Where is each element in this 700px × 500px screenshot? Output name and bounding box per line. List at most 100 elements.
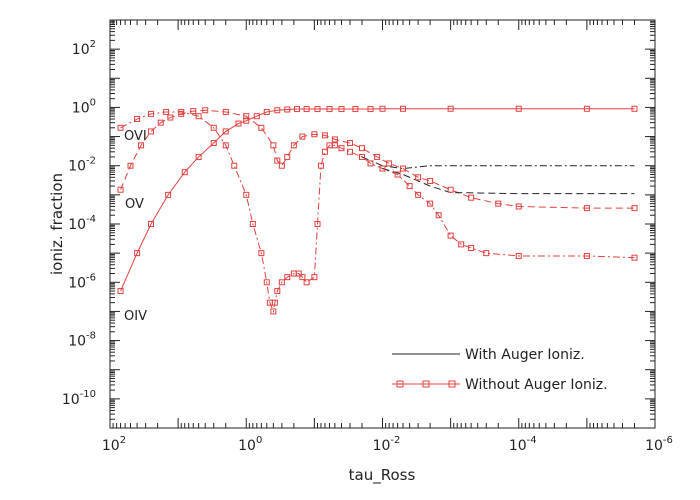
data-point-ov <box>468 194 475 201</box>
x-tick-label: 10-2 <box>373 435 401 454</box>
data-point-ov <box>190 108 197 115</box>
data-point-ov <box>331 136 338 143</box>
data-point-ovi <box>321 148 328 155</box>
data-point-ov <box>374 153 381 160</box>
data-point-oiv <box>400 105 407 112</box>
legend-label-without-auger: Without Auger Ioniz. <box>465 377 608 393</box>
data-point-oiv <box>367 106 374 113</box>
data-point-ovi <box>314 221 321 227</box>
data-point-ovi <box>178 108 185 115</box>
data-point-ov <box>222 108 229 115</box>
legend-marker <box>448 380 456 388</box>
data-point-ov <box>138 142 145 149</box>
data-point-ov <box>321 132 328 139</box>
data-point-ovi <box>468 245 475 252</box>
data-point-ovi <box>406 183 413 190</box>
data-point-ov <box>347 140 353 147</box>
data-point-ovi <box>483 250 490 257</box>
data-point-ovi <box>515 252 522 259</box>
data-point-oiv <box>631 105 638 112</box>
x-tick-label: 10-6 <box>645 435 673 454</box>
data-point-ov <box>274 157 281 164</box>
data-point-ov <box>631 205 638 212</box>
data-point-ovi <box>222 142 229 149</box>
data-point-ovi <box>303 279 310 286</box>
data-point-oiv <box>293 106 300 113</box>
data-point-oiv <box>181 169 188 176</box>
data-point-ov <box>270 142 277 149</box>
data-point-ovi <box>317 162 324 169</box>
data-point-ovi <box>271 299 278 306</box>
y-tick-label: 102 <box>72 39 96 58</box>
data-point-ovi <box>631 254 638 261</box>
data-point-ov <box>127 162 134 169</box>
data-point-ov <box>427 177 434 184</box>
y-tick-label: 10-6 <box>68 272 96 291</box>
legend-marker <box>396 380 404 388</box>
data-point-ov <box>386 160 393 167</box>
data-point-ov <box>515 203 522 210</box>
data-point-oiv <box>165 191 172 198</box>
data-point-ovi <box>270 308 277 315</box>
data-point-ov <box>258 124 265 131</box>
data-point-ov <box>358 145 365 152</box>
data-point-ov <box>278 162 285 169</box>
data-point-oiv <box>263 108 270 115</box>
data-point-ovi <box>358 153 365 160</box>
data-point-oiv <box>303 106 310 113</box>
data-point-ovi <box>278 279 285 286</box>
y-axis-title: ioniz. fraction <box>48 173 66 275</box>
data-point-ov <box>117 186 124 193</box>
data-point-ovi <box>347 148 353 155</box>
data-point-oiv <box>235 120 242 127</box>
annotation-oiv: OIV <box>124 309 147 324</box>
x-tick-label: 102 <box>102 435 126 454</box>
data-point-oiv <box>274 107 281 114</box>
data-point-ov <box>299 133 306 140</box>
x-tick-label: 10-4 <box>509 435 537 454</box>
data-point-oiv <box>210 140 217 147</box>
data-point-ovi <box>274 288 281 295</box>
annotation-ovi: OVI <box>124 129 147 144</box>
data-point-ov <box>167 114 174 121</box>
tick-labels: 102 100 10-2 10-4 10-6 10-10 10-8 10-6 10-4 10-2 1… <box>62 39 673 454</box>
data-point-oiv <box>222 128 229 135</box>
data-point-ovi <box>117 124 124 131</box>
data-point-ovi <box>210 124 217 131</box>
data-point-ovi <box>249 221 256 227</box>
data-point-ovi <box>379 165 386 172</box>
data-point-ov <box>311 131 318 138</box>
data-point-ov <box>290 142 297 149</box>
data-point-oiv <box>326 106 333 113</box>
data-point-ovi <box>134 116 141 123</box>
legend-marker <box>422 380 430 388</box>
data-point-ovi <box>148 110 155 117</box>
data-point-oiv <box>515 105 522 112</box>
series-line-ovi-with-auger <box>361 156 635 170</box>
x-tick-label: 100 <box>238 435 262 454</box>
data-point-oiv <box>253 113 260 120</box>
series-line-ovi-without-auger <box>120 111 635 314</box>
data-point-ovi <box>299 274 306 281</box>
data-point-ov <box>202 107 209 114</box>
y-tick-label: 10-4 <box>68 214 96 233</box>
data-point-oiv <box>338 106 345 113</box>
data-point-ovi <box>367 160 374 167</box>
data-point-ov <box>400 165 407 172</box>
data-point-ovi <box>243 191 250 198</box>
marker-layer <box>117 105 638 315</box>
data-point-oiv <box>195 153 202 160</box>
data-point-ov <box>148 128 155 135</box>
legend: With Auger Ioniz. Without Auger Ioniz. <box>392 347 608 393</box>
data-point-ov <box>583 205 590 212</box>
data-point-oiv <box>117 288 124 295</box>
data-point-oiv <box>583 105 590 112</box>
data-point-ovi <box>331 142 338 149</box>
data-point-ovi <box>415 191 422 198</box>
data-point-ov <box>284 153 291 160</box>
y-tick-label: 100 <box>72 97 96 116</box>
data-point-oiv <box>284 106 291 113</box>
annotation-ov: OV <box>125 197 144 212</box>
data-point-ovi <box>311 274 318 281</box>
